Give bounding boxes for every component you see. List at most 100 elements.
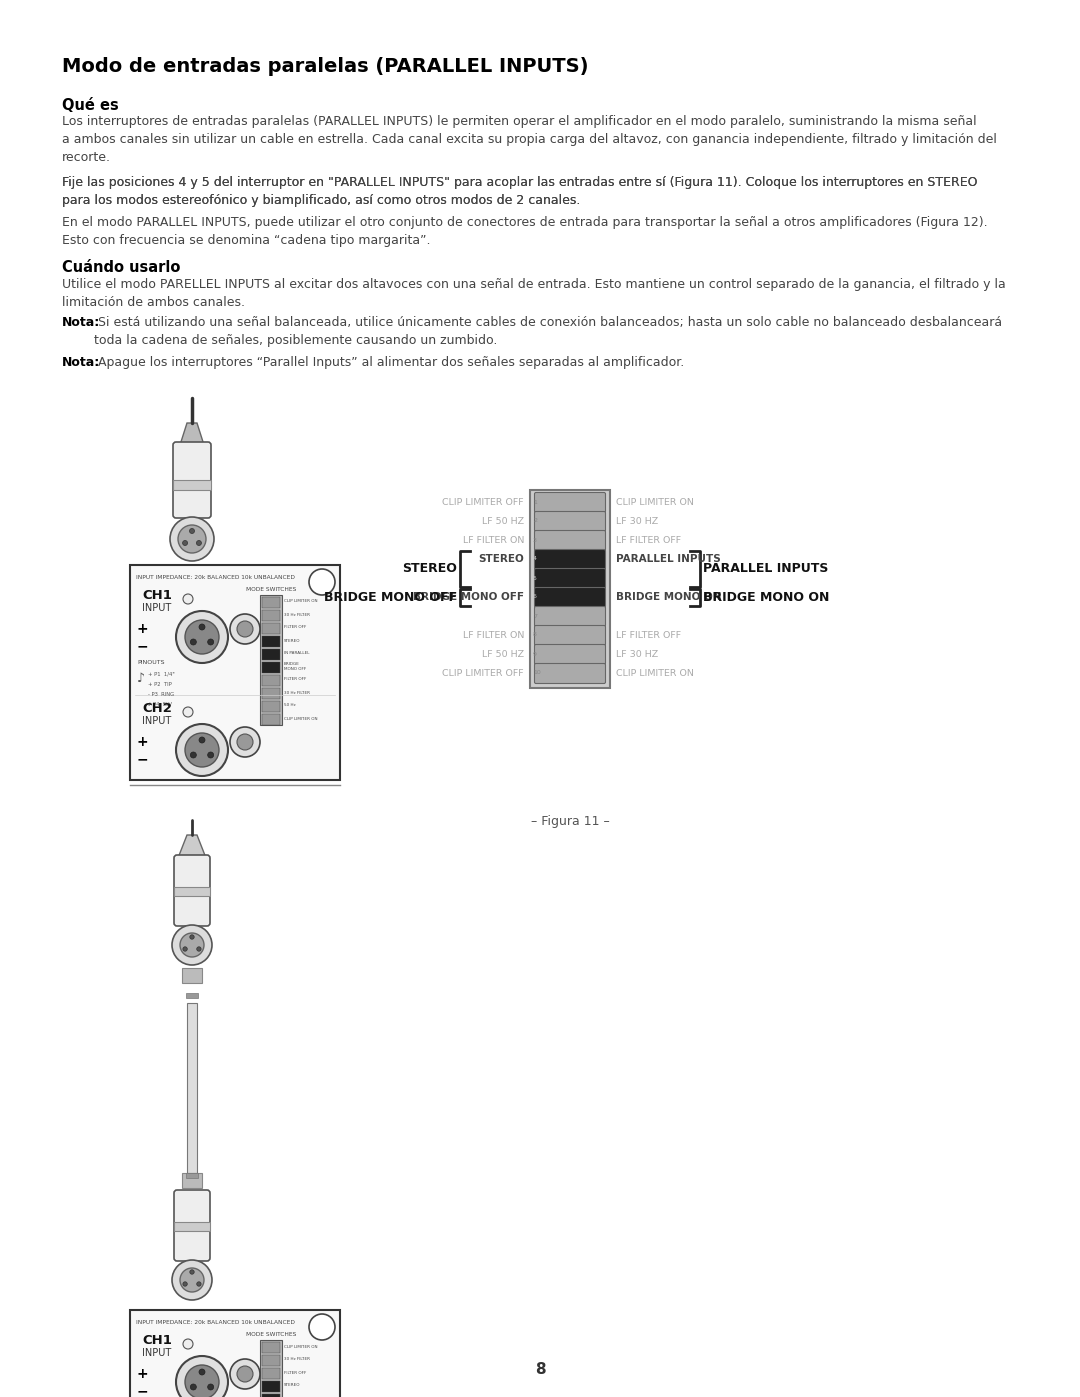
Text: CLIP LIMITER ON: CLIP LIMITER ON: [284, 717, 318, 721]
Text: LF FILTER ON: LF FILTER ON: [462, 631, 524, 640]
Text: 4: 4: [534, 556, 537, 562]
Text: LF 50 HZ: LF 50 HZ: [482, 650, 524, 659]
Text: STEREO: STEREO: [402, 563, 457, 576]
FancyBboxPatch shape: [174, 855, 210, 926]
Text: −: −: [137, 638, 149, 652]
Circle shape: [309, 1315, 335, 1340]
Circle shape: [197, 947, 201, 951]
FancyBboxPatch shape: [535, 664, 606, 683]
Text: +: +: [137, 1368, 149, 1382]
Circle shape: [180, 933, 204, 957]
Text: IN PARALLEL: IN PARALLEL: [284, 651, 310, 655]
Circle shape: [230, 1359, 260, 1389]
FancyBboxPatch shape: [174, 1190, 210, 1261]
Text: BRIDGE MONO OFF: BRIDGE MONO OFF: [413, 592, 524, 602]
Text: Apague los interruptores “Parallel Inputs” al alimentar dos señales separadas al: Apague los interruptores “Parallel Input…: [94, 356, 685, 369]
Circle shape: [189, 528, 194, 534]
Text: LF 30 HZ: LF 30 HZ: [616, 650, 658, 659]
Circle shape: [170, 517, 214, 562]
Text: BRIDGE MONO OFF: BRIDGE MONO OFF: [324, 591, 457, 604]
Text: 5: 5: [534, 576, 537, 581]
Text: CH2: CH2: [141, 703, 172, 715]
Text: PARALLEL INPUTS: PARALLEL INPUTS: [703, 563, 828, 576]
Text: STEREO: STEREO: [478, 555, 524, 564]
Text: 50 Hz: 50 Hz: [284, 704, 296, 707]
Circle shape: [185, 620, 219, 654]
Text: CLIP LIMITER ON: CLIP LIMITER ON: [284, 599, 318, 604]
Circle shape: [190, 638, 197, 645]
Circle shape: [172, 925, 212, 965]
Circle shape: [183, 1338, 193, 1350]
Text: PARALLEL INPUTS: PARALLEL INPUTS: [616, 555, 720, 564]
FancyBboxPatch shape: [535, 588, 606, 608]
Circle shape: [230, 726, 260, 757]
Circle shape: [180, 1268, 204, 1292]
Polygon shape: [178, 835, 206, 858]
Text: INPUT IMPEDANCE: 20k BALANCED 10k UNBALANCED: INPUT IMPEDANCE: 20k BALANCED 10k UNBALA…: [136, 1320, 295, 1324]
FancyBboxPatch shape: [535, 626, 606, 645]
Text: – Figura 11 –: – Figura 11 –: [530, 814, 609, 828]
Text: Fije las posiciones 4 y 5 del interruptor en "PARALLEL INPUTS" para acoplar las : Fije las posiciones 4 y 5 del interrupto…: [62, 176, 977, 207]
FancyBboxPatch shape: [535, 549, 606, 570]
Circle shape: [185, 1365, 219, 1397]
Bar: [262, 701, 280, 712]
Circle shape: [237, 1366, 253, 1382]
Bar: [173, 481, 211, 490]
Text: FILTER OFF: FILTER OFF: [284, 1370, 307, 1375]
Text: LF 30 HZ: LF 30 HZ: [616, 517, 658, 527]
Text: −: −: [137, 1384, 149, 1397]
Bar: [262, 675, 280, 686]
Circle shape: [199, 738, 205, 743]
Bar: [262, 1394, 280, 1397]
Text: Fije las posiciones 4 y 5 del interruptor en "PARALLEL INPUTS" para acoplar las : Fije las posiciones 4 y 5 del interrupto…: [62, 176, 977, 207]
Circle shape: [199, 1369, 205, 1375]
Text: - P3  RING: - P3 RING: [148, 692, 174, 697]
Text: 30 Hz FILTER: 30 Hz FILTER: [284, 1358, 310, 1362]
FancyBboxPatch shape: [535, 606, 606, 626]
Text: STEREO: STEREO: [284, 638, 300, 643]
Bar: [262, 650, 280, 659]
Circle shape: [230, 615, 260, 644]
Bar: [186, 1173, 198, 1178]
Circle shape: [237, 733, 253, 750]
Bar: [130, 564, 340, 780]
Bar: [262, 687, 280, 698]
Circle shape: [190, 935, 194, 939]
Bar: [262, 636, 280, 647]
FancyBboxPatch shape: [535, 511, 606, 531]
Text: Nota:: Nota:: [62, 356, 100, 369]
Bar: [262, 1382, 280, 1391]
Bar: [183, 1173, 202, 1187]
Circle shape: [178, 525, 206, 553]
Text: LF 50 HZ: LF 50 HZ: [482, 517, 524, 527]
Text: BRIDGE MONO ON: BRIDGE MONO ON: [616, 592, 721, 602]
Text: 8: 8: [535, 1362, 545, 1377]
Text: CLIP LIMITER OFF: CLIP LIMITER OFF: [443, 669, 524, 678]
Text: En el modo PARALLEL INPUTS, puede utilizar el otro conjunto de conectores de ent: En el modo PARALLEL INPUTS, puede utiliz…: [62, 217, 987, 247]
Text: LF FILTER OFF: LF FILTER OFF: [616, 536, 681, 545]
Bar: [262, 662, 280, 673]
Text: MODE SWITCHES: MODE SWITCHES: [246, 1331, 296, 1337]
Bar: [183, 968, 202, 983]
Circle shape: [185, 733, 219, 767]
Text: Cuándo usarlo: Cuándo usarlo: [62, 260, 180, 275]
FancyBboxPatch shape: [535, 531, 606, 550]
Bar: [260, 595, 282, 725]
Text: CLIP LIMITER OFF: CLIP LIMITER OFF: [443, 497, 524, 507]
Circle shape: [207, 1384, 214, 1390]
Text: INPUT IMPEDANCE: 20k BALANCED 10k UNBALANCED: INPUT IMPEDANCE: 20k BALANCED 10k UNBALA…: [136, 576, 295, 580]
Text: CH1: CH1: [141, 590, 172, 602]
FancyBboxPatch shape: [535, 644, 606, 665]
Text: 30 Hz FILTER: 30 Hz FILTER: [284, 612, 310, 616]
Bar: [262, 610, 280, 622]
Bar: [174, 887, 210, 895]
Bar: [262, 714, 280, 725]
Circle shape: [190, 1384, 197, 1390]
Text: Nota:: Nota:: [62, 316, 100, 330]
Bar: [130, 1310, 340, 1397]
Circle shape: [309, 569, 335, 595]
Bar: [260, 1340, 282, 1397]
Text: INPUT: INPUT: [141, 604, 172, 613]
Circle shape: [199, 624, 205, 630]
Text: Los interruptores de entradas paralelas (PARALLEL INPUTS) le permiten operar el : Los interruptores de entradas paralelas …: [62, 115, 997, 163]
